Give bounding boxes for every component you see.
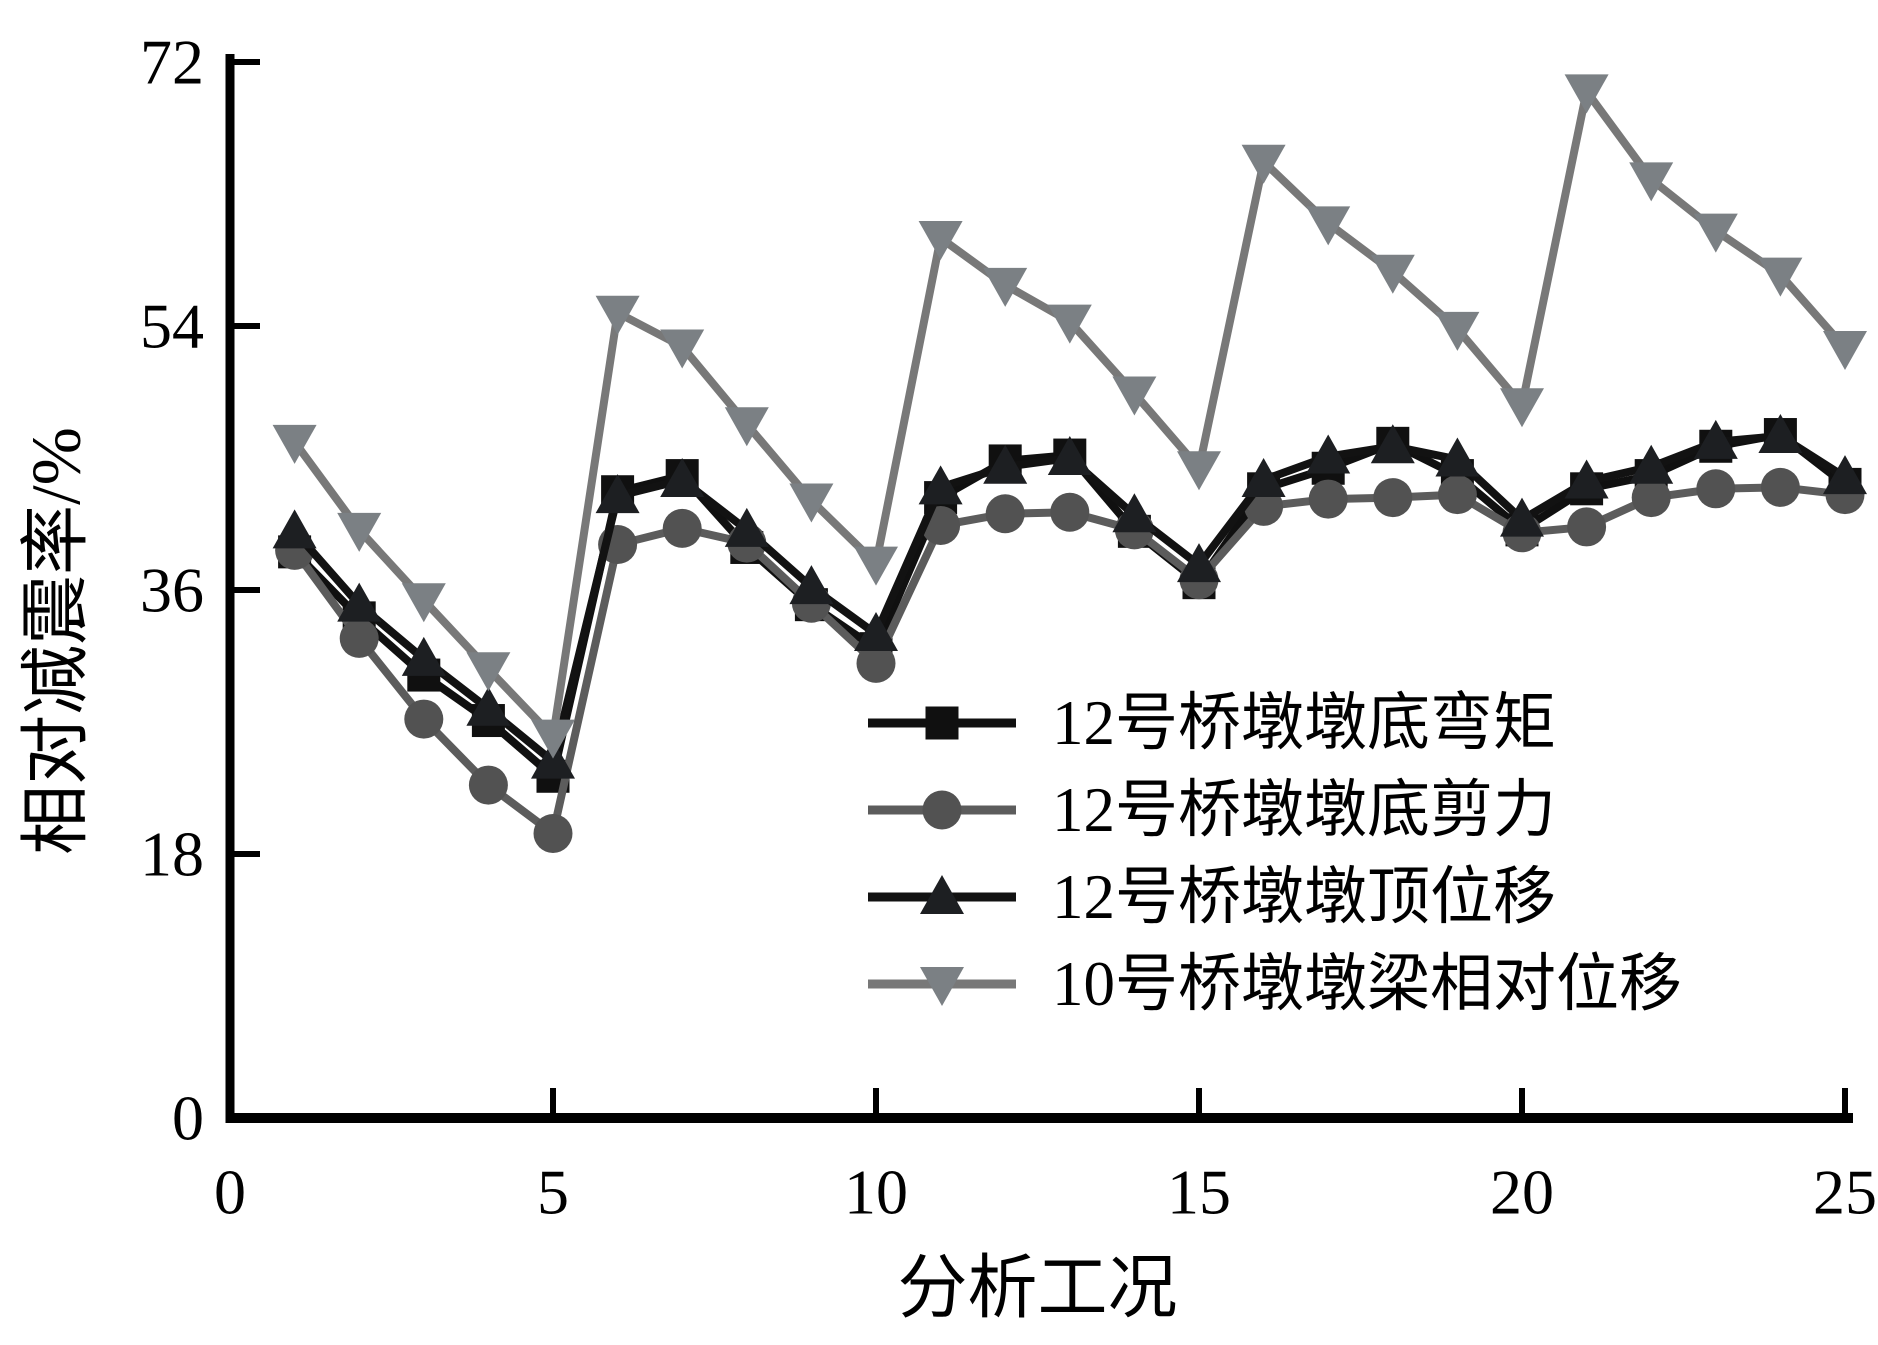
circle-marker xyxy=(1567,507,1607,547)
triangle-down-marker xyxy=(918,221,963,260)
legend-triangle-down-marker xyxy=(920,967,964,1006)
triangle-down-marker xyxy=(1500,388,1544,428)
circle-marker xyxy=(1373,478,1413,518)
triangle-down-marker xyxy=(1370,254,1415,294)
legend-triangle-up-marker xyxy=(920,875,964,914)
circle-marker xyxy=(533,813,573,853)
triangle-up-marker xyxy=(466,686,511,726)
triangle-down-marker xyxy=(724,407,769,447)
triangle-down-marker xyxy=(272,424,317,464)
legend-circle-marker xyxy=(922,790,962,830)
legend-item-pier12-base-moment: 12号桥墩墩底弯矩 xyxy=(868,688,1556,758)
series-pier10-beam-relative-displacement xyxy=(272,74,1867,759)
circle-marker xyxy=(1696,469,1736,509)
x-tick-label: 15 xyxy=(1167,1157,1231,1228)
circle-marker xyxy=(1308,479,1348,519)
triangle-down-marker xyxy=(1435,311,1480,351)
triangle-up-marker xyxy=(1435,437,1480,477)
triangle-down-marker xyxy=(1758,257,1803,297)
triangle-up-marker xyxy=(272,509,317,549)
triangle-up-marker xyxy=(1629,444,1674,484)
triangle-down-marker xyxy=(1564,74,1609,114)
triangle-down-marker xyxy=(1306,206,1351,246)
triangle-up-marker xyxy=(918,465,963,505)
triangle-down-marker xyxy=(1047,304,1092,344)
triangle-down-marker xyxy=(401,583,446,623)
triangle-up-marker xyxy=(595,474,640,514)
y-tick-label: 72 xyxy=(140,27,204,98)
triangle-down-marker xyxy=(1823,331,1867,370)
legend: 12号桥墩墩底弯矩 12号桥墩墩底剪力 12号桥墩墩顶位移 10号桥墩墩梁相对位移 xyxy=(868,688,1682,1019)
triangle-down-marker xyxy=(337,512,382,552)
circle-marker xyxy=(662,508,702,548)
y-tick-label: 36 xyxy=(140,555,204,626)
triangle-up-marker xyxy=(1241,458,1286,497)
x-tick-label: 0 xyxy=(214,1157,246,1228)
circle-marker xyxy=(985,494,1025,534)
x-tick-label: 25 xyxy=(1813,1157,1877,1228)
circle-marker xyxy=(1050,492,1090,532)
triangle-down-marker xyxy=(1112,376,1157,416)
triangle-up-marker xyxy=(1564,459,1609,499)
triangle-down-marker xyxy=(1629,162,1674,202)
legend-label: 10号桥墩墩梁相对位移 xyxy=(1052,949,1682,1019)
legend-item-pier10-beam-relative-displacement: 10号桥墩墩梁相对位移 xyxy=(868,949,1682,1019)
circle-marker xyxy=(1437,475,1477,515)
triangle-up-marker xyxy=(854,612,898,651)
x-tick-label: 20 xyxy=(1490,1157,1554,1228)
triangle-up-marker xyxy=(1112,493,1157,533)
legend-label: 12号桥墩墩底剪力 xyxy=(1052,775,1556,845)
x-tick-label: 10 xyxy=(844,1157,908,1228)
triangle-up-marker xyxy=(1823,455,1867,495)
triangle-down-marker xyxy=(1177,451,1221,491)
x-axis-title: 分析工况 xyxy=(898,1251,1178,1328)
triangle-up-marker xyxy=(1370,424,1415,464)
triangle-down-marker xyxy=(1693,213,1738,253)
circle-marker xyxy=(339,618,379,658)
y-tick-label: 18 xyxy=(140,819,204,890)
series-pier12-top-displacement xyxy=(272,414,1867,779)
y-axis-title: 相对减震率/% xyxy=(19,427,96,855)
legend-item-pier12-top-displacement: 12号桥墩墩顶位移 xyxy=(868,862,1556,932)
y-tick-label: 0 xyxy=(172,1083,204,1154)
triangle-down-marker xyxy=(660,329,705,369)
triangle-up-marker xyxy=(531,739,575,779)
triangle-up-marker xyxy=(1500,497,1544,537)
triangle-up-marker xyxy=(1693,419,1738,459)
triangle-up-marker xyxy=(337,582,382,622)
triangle-down-marker xyxy=(531,719,575,759)
legend-label: 12号桥墩墩底弯矩 xyxy=(1052,688,1556,758)
circle-marker xyxy=(856,643,896,683)
series-line-pier10-beam-relative-displacement xyxy=(290,87,1849,741)
circle-marker xyxy=(1631,478,1671,518)
triangle-down-marker xyxy=(595,295,640,335)
triangle-up-marker xyxy=(1306,434,1351,474)
triangle-up-marker xyxy=(724,507,769,547)
triangle-down-marker xyxy=(854,546,898,586)
circle-marker xyxy=(468,765,508,805)
triangle-down-marker xyxy=(983,267,1028,307)
triangle-up-marker xyxy=(789,565,834,605)
circle-marker xyxy=(404,699,444,739)
triangle-up-marker xyxy=(983,444,1028,484)
axes: 0 18 36 54 72 0 5 10 15 20 25 xyxy=(140,27,1877,1228)
triangle-down-marker xyxy=(1241,144,1286,184)
circle-marker xyxy=(1760,467,1800,507)
triangle-up-marker xyxy=(401,636,446,676)
triangle-down-marker xyxy=(789,483,834,523)
legend-label: 12号桥墩墩顶位移 xyxy=(1052,862,1556,932)
legend-square-marker xyxy=(925,706,959,740)
triangle-down-marker xyxy=(466,652,511,692)
series-pier12-base-shear xyxy=(275,467,1865,853)
triangle-up-marker xyxy=(1047,436,1092,475)
x-tick-label: 5 xyxy=(537,1157,569,1228)
triangle-up-marker xyxy=(1758,414,1803,453)
triangle-up-marker xyxy=(660,458,705,497)
triangle-up-marker xyxy=(1177,543,1221,583)
y-tick-label: 54 xyxy=(140,291,204,362)
legend-item-pier12-base-shear: 12号桥墩墩底剪力 xyxy=(868,775,1556,845)
